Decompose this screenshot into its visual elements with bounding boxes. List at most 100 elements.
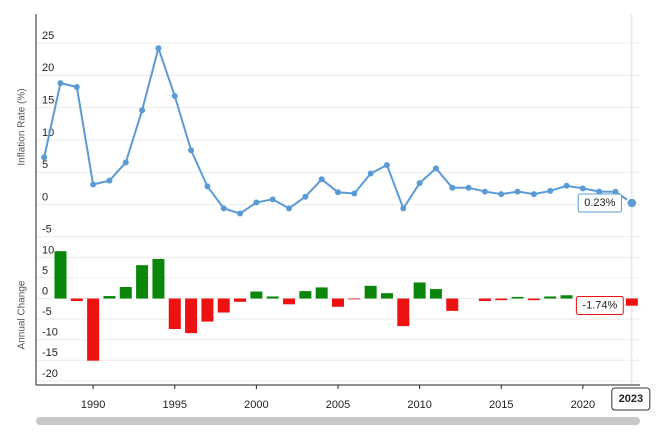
point [73,83,80,90]
point [171,93,178,100]
point [367,170,374,177]
y-tick-label: 0 [42,191,48,203]
bar [625,298,638,306]
y-tick-label: 15 [42,95,54,107]
point [400,205,407,212]
point [139,107,146,114]
bar [544,296,557,299]
bar [429,289,442,299]
point [188,147,195,154]
point [465,184,472,191]
point [530,191,537,198]
bar [234,298,247,302]
y-tick-label: 20 [42,62,54,74]
point [106,177,113,184]
bar [266,296,279,299]
bar [185,298,198,334]
bar [283,298,296,305]
line [43,44,633,215]
bar [511,296,524,299]
point [335,189,341,196]
bar [217,298,230,313]
point [383,162,390,169]
bar [250,291,263,299]
y-axis-label: Annual Change [17,280,28,349]
bar [136,265,149,299]
point [318,176,325,183]
point [220,205,227,212]
bar [201,298,214,322]
bar [413,282,426,299]
bar [168,298,181,329]
point [449,184,456,191]
y-axis-label: Inflation Rate (%) [17,88,28,165]
tooltip-box [575,296,624,316]
bar [315,287,328,299]
y-tick-label: 5 [42,265,48,277]
x-tick-label: 2000 [244,399,268,411]
scrollbar[interactable] [36,417,640,425]
x-tick-label: 2010 [407,399,431,411]
bar [332,298,344,307]
point [432,165,439,172]
point [563,182,570,189]
x-tick-label: 2005 [326,399,350,411]
point [514,188,521,195]
bar [103,296,116,299]
y-tick-label: 5 [42,159,48,171]
bar [70,298,83,301]
x-tick-label: 1990 [81,399,105,411]
point [416,180,423,187]
bar [348,298,361,300]
tooltip-box [577,193,622,213]
bar [397,298,410,327]
crosshair-label-box [611,387,651,411]
crosshair-label: 2023 [619,393,643,405]
bar [446,298,459,311]
y-tick-label: -5 [42,306,52,318]
value-tooltip: 0.23% [584,197,615,209]
bar [364,285,377,299]
point [41,154,48,161]
bar [495,298,508,301]
bar [152,259,165,299]
y-tick-label: -10 [42,327,58,339]
y-tick-label: -20 [42,368,58,380]
point [204,183,211,190]
point [155,45,162,52]
point [579,185,586,192]
y-tick-label: 0 [42,285,48,297]
bar [560,295,573,299]
y-tick-label: 25 [42,30,54,42]
x-tick-label: 2015 [489,399,513,411]
point [90,181,97,188]
point [253,199,260,206]
point [626,197,638,209]
y-tick-label: -5 [42,224,52,236]
y-tick-label: 10 [42,244,54,256]
x-tick-label: 1995 [163,399,187,411]
value-tooltip: -1.74% [582,299,617,311]
bar [54,251,67,299]
point [481,188,488,195]
bar [380,293,393,299]
bar [119,287,132,299]
point [547,187,554,194]
point [286,205,293,212]
point [269,196,276,203]
x-tick-label: 2020 [571,399,595,411]
bar [299,291,312,299]
point [351,190,358,197]
point [596,188,603,195]
bar [478,298,491,301]
bar [527,298,540,301]
point [498,191,505,198]
point [237,210,244,217]
y-tick-label: -15 [42,347,58,359]
bar [87,298,100,361]
point [57,80,64,87]
point [122,159,129,166]
point [302,193,309,200]
point [612,188,619,195]
